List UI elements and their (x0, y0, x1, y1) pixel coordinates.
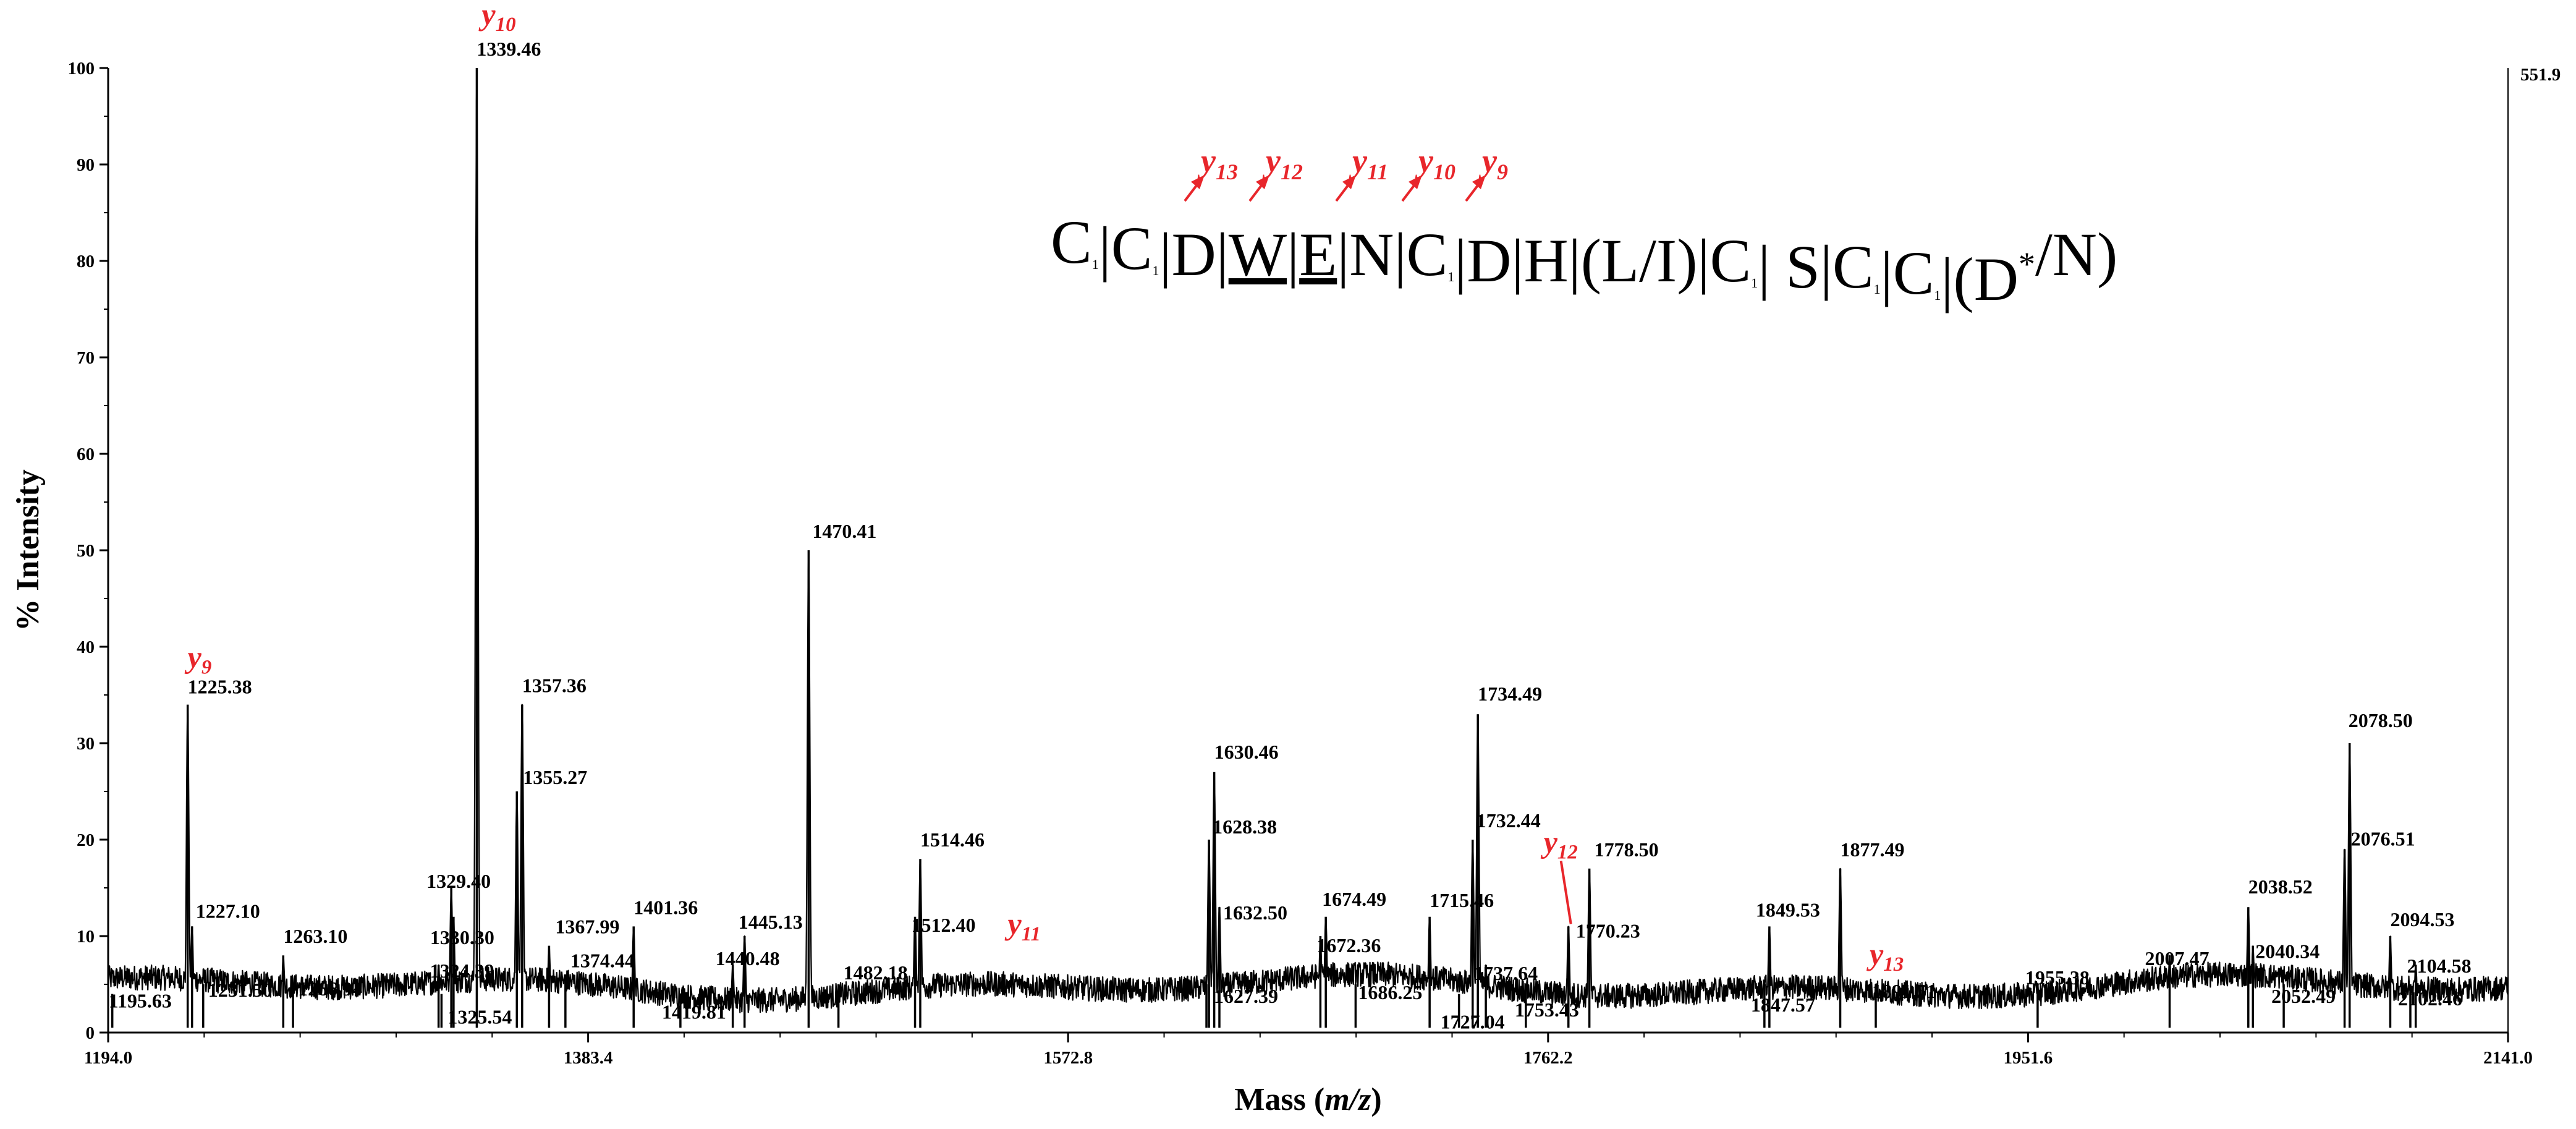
x-tick-label: 1762.2 (1523, 1048, 1573, 1068)
y-tick-label: 70 (77, 348, 95, 368)
peak-label: 1891.51 (1872, 980, 1936, 1002)
y-tick-label: 40 (77, 637, 95, 657)
peak-label: 1355.27 (523, 766, 587, 788)
peak-label: 1470.41 (812, 520, 876, 542)
y-tick-label: 100 (68, 59, 95, 79)
y-tick-label: 0 (86, 1023, 95, 1043)
peak-label: 1367.99 (555, 916, 619, 938)
peak-label: 1877.49 (1841, 838, 1905, 861)
peak-label: 1357.36 (522, 675, 587, 697)
peak-label: 1324.39 (430, 960, 494, 982)
fragment-arrowhead (1256, 175, 1269, 189)
peak-label: 2076.51 (2351, 828, 2415, 850)
y-tick-label: 90 (77, 155, 95, 175)
max-intensity-label: 551.9 (2520, 65, 2561, 85)
peak-label: 2040.34 (2255, 940, 2320, 963)
peak-label: 1727.04 (1441, 1011, 1505, 1033)
peak-label: 1445.13 (739, 911, 803, 933)
y-tick-label: 60 (77, 445, 95, 464)
peak-label: 1770.23 (1576, 919, 1640, 942)
peptide-sequence: C1|C1|D|W|E|N|C1|D|H|(L/I)|C1| S|C1|C1|(… (1051, 208, 2117, 313)
peak-label: 1231.50 (208, 979, 273, 1001)
peak-label: 1263.10 (283, 925, 347, 947)
y-axis-title: % Intensity (11, 469, 46, 631)
fragment-arrowhead (1342, 175, 1356, 189)
y-tick-label: 10 (77, 927, 95, 947)
peak-label: 1401.36 (633, 896, 698, 918)
fragment-arrowhead (1191, 175, 1205, 189)
peak-label: 1734.49 (1478, 683, 1542, 705)
fragment-label: y11 (1349, 142, 1388, 184)
y-tick-label: 20 (77, 830, 95, 850)
peak-label: 1266.94 (298, 978, 362, 1000)
peak-labels-group: 1195.63 1225.38 1227.10 1231.50 1263.10 1266.… (109, 38, 2472, 1033)
peak-label: 1674.49 (1322, 888, 1386, 910)
fragment-label: y12 (1262, 142, 1303, 184)
spectrum-line (107, 72, 2509, 1013)
peak-label: 2007.47 (2145, 947, 2209, 969)
peptide-sequence-group: C1|C1|D|W|E|N|C1|D|H|(L/I)|C1| S|C1|C1|(… (1051, 142, 2117, 313)
peak-label: 1325.54 (447, 1006, 512, 1028)
peak-label: 1512.40 (912, 914, 976, 936)
fragment-label: y9 (1478, 142, 1508, 184)
x-tick-label: 2141.0 (2483, 1048, 2533, 1068)
peak-label: 1339.46 (477, 38, 541, 60)
fragment-label: y13 (1197, 142, 1238, 184)
axes-group: 0 10 20 30 40 50 60 70 80 90 100 1194.0 1383.4 1572.8… (11, 59, 2561, 1117)
y-tick-label: 80 (77, 252, 95, 271)
ion-annotation: y12 (1541, 824, 1578, 863)
peak-label: 1849.53 (1756, 898, 1820, 921)
peak-label: 1482.18 (844, 961, 908, 984)
peak-label: 1628.38 (1213, 816, 1277, 838)
peak-label: 2052.49 (2271, 985, 2336, 1007)
peak-label: 1737.64 (1473, 962, 1538, 984)
peak-label: 2102.46 (2398, 987, 2462, 1010)
peak-label: 1225.38 (188, 676, 252, 698)
peak-label: 2094.53 (2390, 908, 2454, 931)
peak-label: 1329.40 (426, 870, 491, 892)
peak-label: 1955.38 (2025, 966, 2090, 989)
peak-label: 2104.58 (2407, 955, 2472, 977)
x-tick-label: 1194.0 (84, 1048, 132, 1068)
peak-label: 1374.44 (570, 949, 635, 971)
peak-label: 1778.50 (1595, 838, 1659, 861)
peak-label: 1627.39 (1214, 985, 1278, 1007)
fragment-label: y10 (1415, 142, 1455, 184)
peak-label: 1630.46 (1214, 741, 1279, 763)
y-tick-label: 30 (77, 734, 95, 754)
peak-label: 1514.46 (920, 829, 985, 851)
ion-annotation: y10 (478, 0, 515, 36)
peak-label: 1330.30 (430, 926, 494, 948)
y-tick-label: 50 (77, 541, 95, 561)
x-tick-label: 1572.8 (1043, 1048, 1093, 1068)
ion-annotations-group: y9 y10 y11 y12 y13 (185, 0, 1904, 976)
x-axis-title: Mass (m/z) (1234, 1082, 1381, 1117)
peak-label: 1227.10 (196, 900, 260, 922)
peak-label: 1632.50 (1223, 901, 1287, 924)
peak-label: 1732.44 (1477, 809, 1541, 832)
peak-label: 1753.43 (1515, 999, 1579, 1021)
fragment-arrowhead (1409, 175, 1422, 189)
ion-annotation: y11 (1005, 906, 1041, 945)
peak-label: 1715.46 (1430, 889, 1494, 911)
peak-label: 1195.63 (109, 990, 172, 1012)
peak-label: 2038.52 (2248, 876, 2313, 898)
peak-label: 1672.36 (1316, 934, 1381, 956)
peak-label: 1419.81 (662, 1001, 726, 1023)
ion-pointer-line (1559, 861, 1572, 924)
peak-label: 1686.25 (1358, 981, 1422, 1003)
x-tick-label: 1951.6 (2004, 1048, 2053, 1068)
spectrum-trace-group (107, 68, 2509, 1028)
peak-label: 2078.50 (2349, 709, 2413, 731)
peak-label: 1847.57 (1751, 994, 1815, 1016)
x-tick-label: 1383.4 (564, 1048, 613, 1068)
ion-annotation: y9 (185, 640, 212, 679)
ion-annotation: y13 (1866, 937, 1904, 976)
peak-label: 1440.48 (716, 947, 780, 969)
fragment-arrowhead (1472, 175, 1486, 189)
